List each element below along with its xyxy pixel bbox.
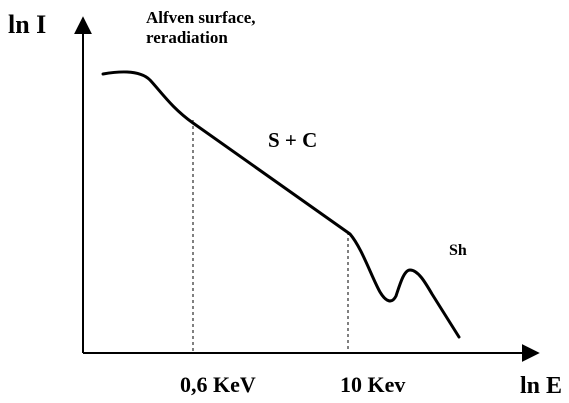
alfven-annotation: Alfven surface, reradiation (146, 8, 256, 47)
spectrum-curve (101, 70, 461, 339)
tick-label-0-6-kev: 0,6 KeV (180, 372, 256, 397)
region-label-sh: Sh (449, 242, 467, 259)
tick-label-10-kev: 10 Kev (340, 372, 406, 397)
x-axis-label: ln E (520, 373, 563, 399)
region-label-sc: S + C (268, 128, 318, 152)
y-axis-label: ln I (8, 10, 47, 39)
